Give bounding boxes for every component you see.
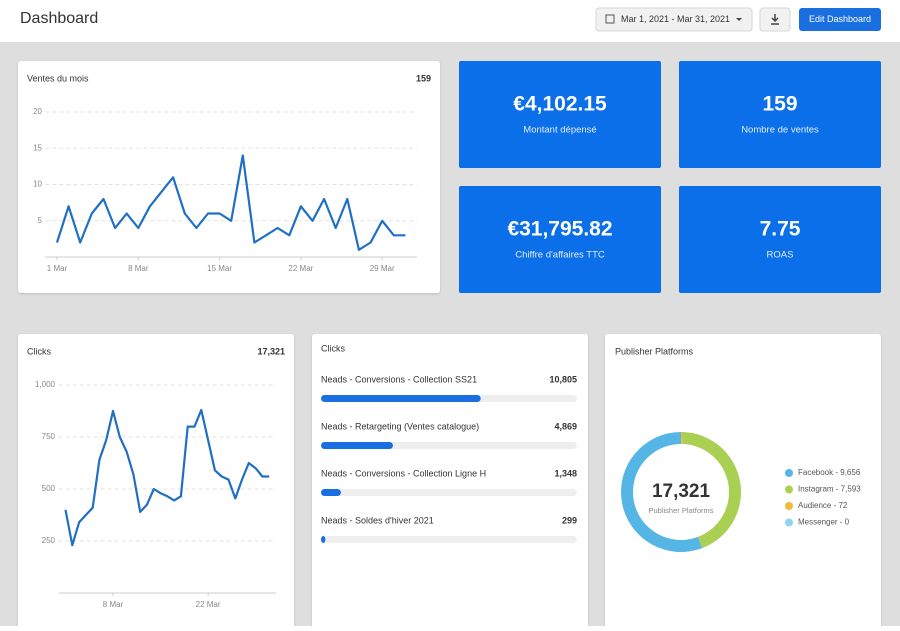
kpi-value: €4,102.15 <box>513 93 607 116</box>
row-name: Neads - Retargeting (Ventes catalogue) <box>321 421 479 431</box>
legend-swatch <box>785 469 793 477</box>
card-title: Clicks <box>321 343 345 353</box>
bar <box>321 536 326 543</box>
y-tick-label: 250 <box>42 536 56 545</box>
bar <box>321 489 341 496</box>
card <box>18 334 294 631</box>
date-button[interactable] <box>595 7 753 32</box>
kpi-label: Montant dépensé <box>523 125 596 136</box>
kpi-tile <box>459 186 661 293</box>
kpi-label: ROAS <box>767 250 794 261</box>
line <box>55 154 406 251</box>
x-tick-label: 29 Mar <box>370 264 395 273</box>
donut-center-value: 17,321 <box>652 481 711 502</box>
bar-track <box>321 489 577 496</box>
x-tick-label: 15 Mar <box>207 264 232 273</box>
edit-button-label[interactable]: Edit Dashboard <box>809 14 871 24</box>
donut-center-label: Publisher Platforms <box>648 506 713 515</box>
kpi-label: Chiffre d'affaires TTC <box>515 250 605 261</box>
row-name: Neads - Conversions - Collection Ligne H <box>321 468 486 478</box>
calendar-icon <box>605 14 615 24</box>
download-icon <box>771 14 779 25</box>
donut-slice <box>682 432 742 549</box>
kpi-value: €31,795.82 <box>507 218 612 241</box>
legend-label: Messenger - 0 <box>798 518 850 527</box>
y-tick-label: 1,000 <box>35 380 56 389</box>
kpi-value: 7.75 <box>760 218 801 241</box>
bar-track <box>321 536 577 543</box>
caret <box>736 18 742 21</box>
line <box>64 408 270 547</box>
card-total: 17,321 <box>257 346 285 356</box>
date-range[interactable]: Mar 1, 2021 - Mar 31, 2021 <box>621 14 730 24</box>
y-tick-label: 10 <box>33 180 42 189</box>
legend-swatch <box>785 485 793 494</box>
x-tick-label: 8 Mar <box>128 264 149 273</box>
legend-swatch <box>785 502 793 510</box>
card-total: 159 <box>416 73 431 83</box>
kpi-tile <box>679 61 881 168</box>
row-name: Neads - Conversions - Collection SS21 <box>321 374 477 384</box>
card <box>18 61 440 293</box>
card-title: Publisher Platforms <box>615 346 694 356</box>
x-tick-label: 22 Mar <box>288 264 313 273</box>
edit-button[interactable] <box>799 8 881 31</box>
y-tick-label: 15 <box>33 143 42 152</box>
kpi-value: 159 <box>762 93 797 116</box>
y-tick-label: 20 <box>33 107 42 116</box>
row-value: 4,869 <box>554 421 577 431</box>
card <box>605 334 881 631</box>
card-title: Ventes du mois <box>27 73 89 83</box>
row-name: Neads - Soldes d'hiver 2021 <box>321 515 434 525</box>
donut-slice <box>681 432 683 445</box>
x-tick-label: 1 Mar <box>47 264 68 273</box>
kpi-label: Nombre de ventes <box>741 125 819 136</box>
donut-slice <box>621 432 703 552</box>
bar <box>321 442 393 449</box>
x-tick-label: 22 Mar <box>196 600 221 609</box>
bar <box>321 395 481 402</box>
y-tick-label: 750 <box>42 432 56 441</box>
y-tick-label: 500 <box>42 484 56 493</box>
legend-label: Facebook - 9,656 <box>798 468 861 477</box>
row-value: 299 <box>562 515 577 525</box>
page-title: Dashboard <box>20 10 98 27</box>
kpi-tile <box>459 61 661 168</box>
card <box>312 334 588 631</box>
x-tick-label: 8 Mar <box>103 600 124 609</box>
legend-label: Audience - 72 <box>798 501 848 510</box>
kpi-tile <box>679 186 881 293</box>
row-value: 1,348 <box>554 468 577 478</box>
card-title: Clicks <box>27 346 51 356</box>
row-value: 10,805 <box>549 374 577 384</box>
y-tick-label: 5 <box>38 216 43 225</box>
legend-label: Instagram - 7,593 <box>798 485 861 494</box>
legend-swatch <box>785 518 793 527</box>
date-picker[interactable]: Mar 1, 2021 - Mar 31, 2021 <box>595 7 753 32</box>
